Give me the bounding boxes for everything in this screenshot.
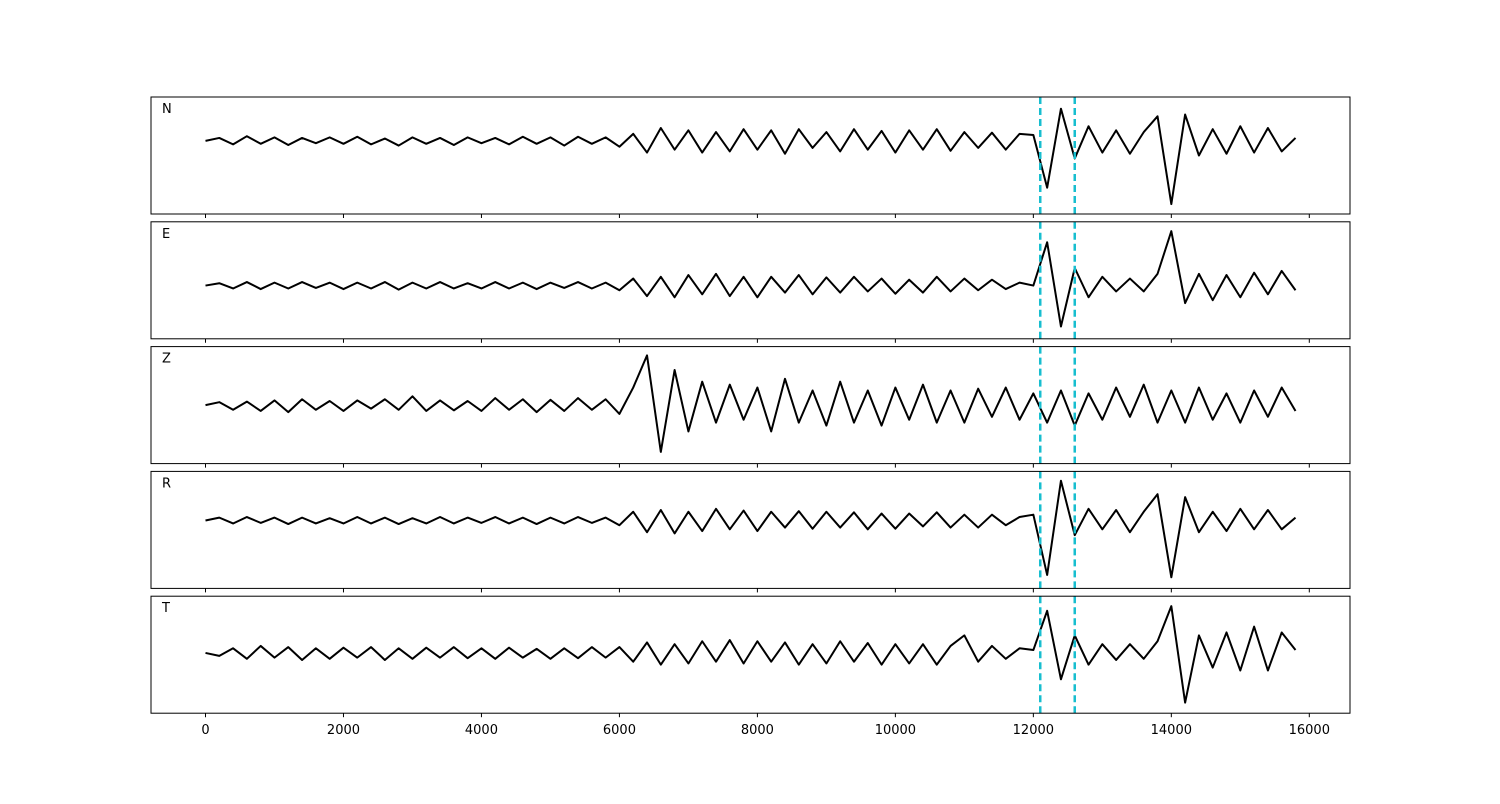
x-tick-label: 12000 (1013, 723, 1054, 738)
x-tick-label: 6000 (603, 723, 636, 738)
trace (205, 479, 1297, 579)
x-tick-label: 2000 (327, 723, 360, 738)
x-tick-label: 8000 (741, 723, 774, 738)
panel-label: Z (162, 352, 171, 367)
x-tick-label: 10000 (875, 723, 916, 738)
trace (205, 107, 1297, 206)
x-tick-label: 16000 (1289, 723, 1330, 738)
panel-frame (150, 221, 1351, 340)
panel-label: T (161, 601, 170, 616)
panel-frame (150, 346, 1351, 465)
panel-label: E (162, 227, 170, 242)
panel-frame (150, 595, 1351, 714)
x-tick-label: 0 (201, 723, 209, 738)
panel-label: R (162, 476, 171, 491)
trace (205, 230, 1297, 328)
x-tick-label: 14000 (1151, 723, 1192, 738)
trace (205, 354, 1297, 453)
trace (205, 605, 1297, 704)
panel-label: N (162, 102, 172, 117)
panel-frame (150, 470, 1351, 589)
x-tick-label: 4000 (465, 723, 498, 738)
panel-frame (150, 96, 1351, 215)
